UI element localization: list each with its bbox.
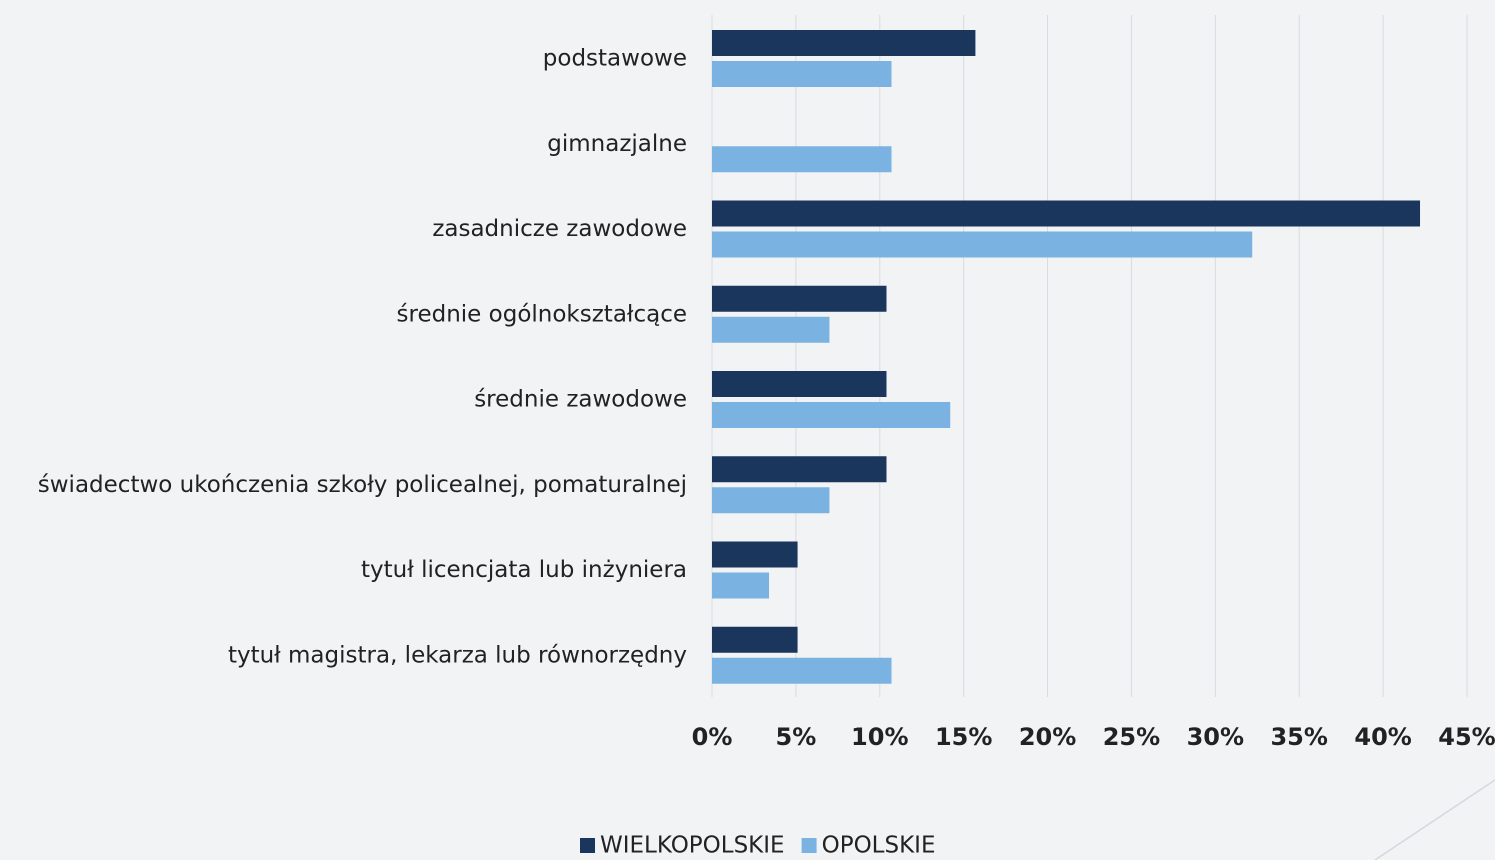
category-label: tytuł licencjata lub inżyniera bbox=[361, 557, 687, 583]
bar bbox=[712, 146, 892, 173]
legend-swatch bbox=[801, 838, 817, 853]
category-label: średnie ogólnokształcące bbox=[397, 301, 687, 327]
bar bbox=[712, 285, 887, 312]
decoration bbox=[1374, 779, 1495, 860]
x-tick-label: 15% bbox=[935, 723, 992, 751]
category-label: tytuł magistra, lekarza lub równorzędny bbox=[228, 642, 687, 668]
x-tick-label: 35% bbox=[1270, 723, 1327, 751]
bar bbox=[712, 61, 892, 87]
x-tick-label: 30% bbox=[1187, 723, 1244, 751]
x-tick-label: 10% bbox=[851, 723, 908, 751]
bar bbox=[712, 657, 892, 684]
bar bbox=[712, 541, 798, 568]
legend-label: WIELKOPOLSKIE bbox=[600, 833, 785, 859]
x-tick-label: 20% bbox=[1019, 723, 1076, 751]
bar bbox=[712, 626, 798, 653]
x-tick-label: 25% bbox=[1103, 723, 1160, 751]
bar bbox=[712, 200, 1421, 227]
bar bbox=[712, 487, 830, 514]
category-label: gimnazjalne bbox=[547, 131, 687, 157]
bar bbox=[712, 30, 976, 56]
bar bbox=[712, 402, 951, 428]
category-label: zasadnicze zawodowe bbox=[432, 216, 687, 242]
x-tick-label: 40% bbox=[1354, 723, 1411, 751]
legend-swatch bbox=[580, 838, 595, 853]
bar bbox=[712, 456, 887, 483]
bar bbox=[712, 572, 770, 599]
legend-label: OPOLSKIE bbox=[822, 833, 936, 859]
bar bbox=[712, 231, 1253, 258]
category-label: średnie zawodowe bbox=[474, 387, 687, 413]
category-label: świadectwo ukończenia szkoły policealnej… bbox=[38, 472, 687, 498]
x-tick-label: 5% bbox=[776, 723, 817, 751]
x-tick-label: 45% bbox=[1438, 723, 1495, 751]
category-label: podstawowe bbox=[543, 46, 687, 72]
bar bbox=[712, 316, 830, 343]
bar bbox=[712, 371, 887, 397]
x-tick-label: 0% bbox=[692, 723, 733, 751]
